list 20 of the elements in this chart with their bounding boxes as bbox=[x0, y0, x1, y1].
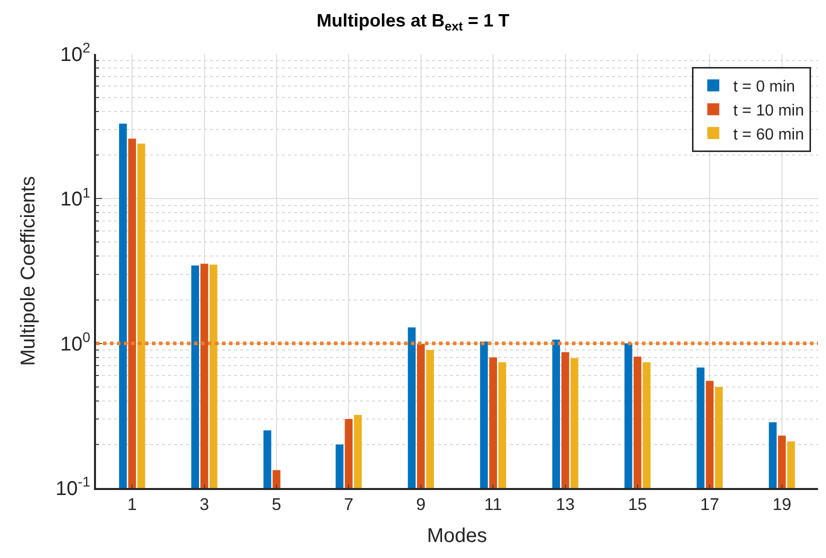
x-tick-label: 5 bbox=[272, 495, 282, 514]
x-tick-label: 9 bbox=[416, 495, 426, 514]
x-tick-label: 3 bbox=[200, 495, 210, 514]
y-axis-title: Multipole Coefficients bbox=[18, 176, 40, 366]
x-tick-label: 1 bbox=[127, 495, 137, 514]
chart-title: Multipoles at B$_{ext}$ = 1 T bbox=[316, 10, 510, 34]
y-tick-label: 10$^{2}$ bbox=[60, 40, 90, 66]
y-tick-label: 10$^{1}$ bbox=[60, 184, 90, 211]
x-tick-label: 17 bbox=[700, 495, 720, 514]
x-tick-label: 13 bbox=[556, 495, 575, 514]
legend-label: t = 10 min bbox=[733, 102, 804, 120]
x-axis-title: Modes bbox=[426, 525, 488, 548]
x-tick-label: 19 bbox=[772, 495, 792, 514]
legend-label: t = 0 min bbox=[733, 78, 796, 96]
y-tick-label: 10$^{0}$ bbox=[60, 328, 90, 356]
x-tick-label: 11 bbox=[484, 495, 502, 514]
x-tick-label: 7 bbox=[344, 495, 354, 514]
x-tick-label: 15 bbox=[628, 495, 647, 514]
y-tick-label: 10$^{-1}$ bbox=[56, 474, 90, 500]
legend-label: t = 60 min bbox=[733, 126, 804, 144]
